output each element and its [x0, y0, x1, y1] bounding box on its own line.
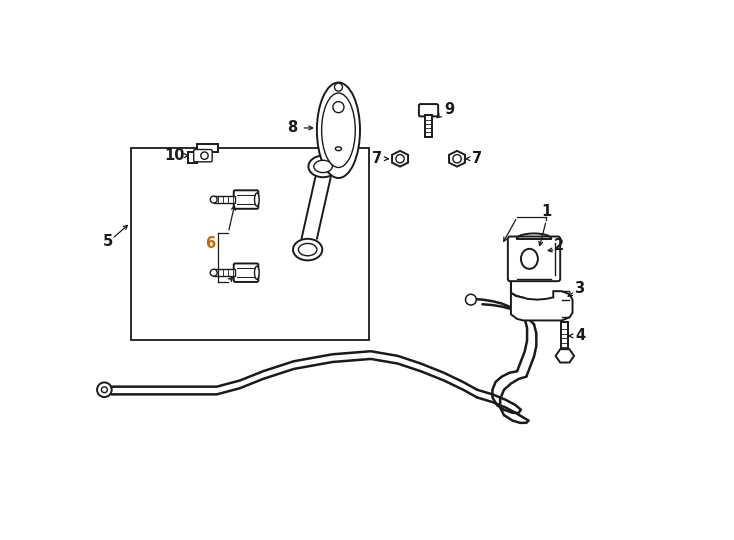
Text: 1: 1 [541, 204, 551, 219]
FancyBboxPatch shape [419, 104, 438, 117]
Text: 6: 6 [206, 236, 216, 251]
Text: 10: 10 [164, 148, 185, 163]
Polygon shape [511, 280, 573, 320]
Circle shape [97, 382, 112, 397]
Ellipse shape [255, 193, 259, 206]
FancyBboxPatch shape [233, 264, 258, 282]
Text: 7: 7 [372, 151, 382, 166]
Ellipse shape [521, 249, 538, 269]
Circle shape [333, 102, 344, 113]
Ellipse shape [321, 93, 355, 167]
Ellipse shape [293, 239, 322, 260]
Circle shape [396, 154, 404, 163]
Ellipse shape [314, 160, 333, 173]
Circle shape [101, 387, 107, 393]
Circle shape [465, 294, 476, 305]
Text: 4: 4 [575, 328, 585, 343]
Ellipse shape [335, 147, 341, 151]
Ellipse shape [317, 83, 360, 178]
Text: 3: 3 [574, 281, 584, 295]
Circle shape [201, 152, 208, 159]
FancyBboxPatch shape [233, 190, 258, 209]
Bar [425, 115, 432, 137]
FancyBboxPatch shape [508, 237, 560, 281]
Bar [214, 269, 236, 276]
Circle shape [210, 269, 217, 276]
Polygon shape [187, 144, 218, 164]
Text: 5: 5 [102, 234, 112, 249]
Text: 9: 9 [444, 102, 454, 117]
Circle shape [453, 154, 461, 163]
Polygon shape [556, 349, 574, 362]
FancyBboxPatch shape [194, 150, 212, 162]
Circle shape [210, 196, 217, 203]
Text: 7: 7 [472, 151, 482, 166]
Text: 8: 8 [287, 120, 297, 136]
Polygon shape [392, 151, 408, 167]
Bar [131, 148, 369, 340]
Bar [214, 196, 236, 203]
Polygon shape [449, 151, 465, 167]
Bar [562, 322, 568, 349]
Ellipse shape [308, 156, 338, 177]
Ellipse shape [299, 244, 317, 256]
Circle shape [335, 83, 343, 91]
Ellipse shape [255, 266, 259, 279]
Text: 2: 2 [554, 238, 564, 253]
